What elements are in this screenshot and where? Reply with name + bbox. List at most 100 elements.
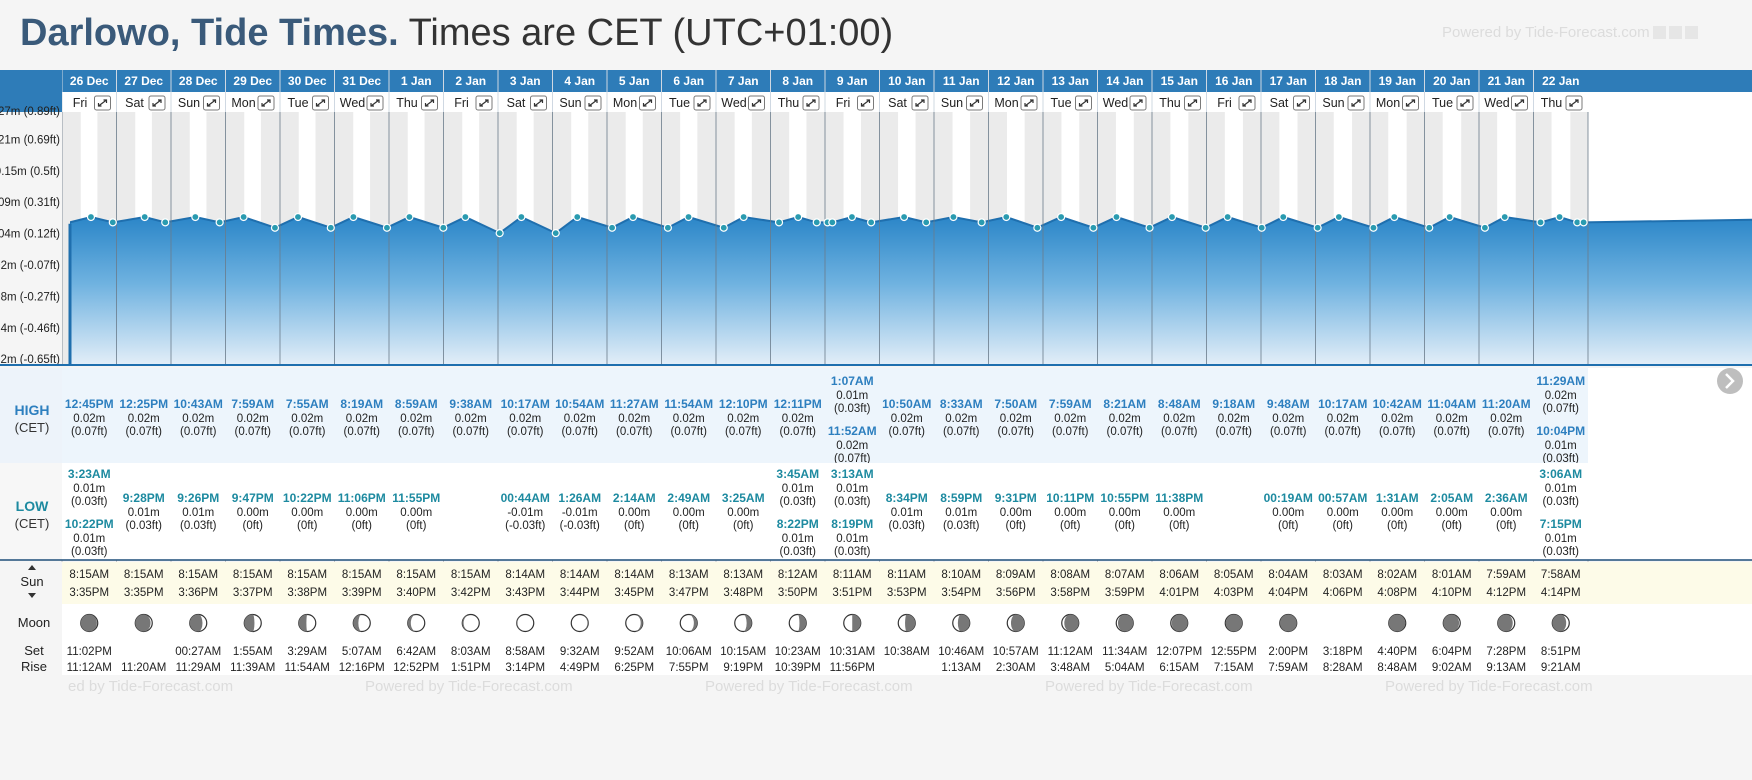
sunrise-time: 8:14AM (560, 569, 600, 581)
tide-point (1369, 223, 1378, 232)
moonset-time: 11:12AM (1048, 646, 1093, 658)
moon-shadow (1443, 614, 1460, 632)
watermark-logo (1668, 26, 1682, 39)
low-time: 10:11PM (1046, 491, 1094, 505)
high-cell (280, 368, 335, 463)
sunset-time: 3:38PM (287, 587, 327, 599)
high-cell (498, 368, 553, 463)
high-height-m: 0.02m (836, 440, 868, 452)
moonset-time: 10:46AM (938, 646, 984, 658)
high-height-ft: (0.07ft) (1216, 426, 1253, 438)
date-label: 31 Dec (342, 74, 381, 88)
high-cell (1370, 368, 1425, 463)
date-label: 3 Jan (510, 74, 541, 88)
sun-row-bg (0, 562, 1752, 604)
moonrise-time: 7:15AM (1214, 662, 1254, 674)
low-height-m: 0.00m (1490, 507, 1522, 519)
tide-point (922, 218, 931, 227)
high-height-ft: (0.07ft) (398, 426, 435, 438)
sunrise-time: 8:15AM (396, 569, 436, 581)
high-time: 11:29AM (1536, 374, 1585, 388)
moonset-time: 8:51PM (1541, 646, 1581, 658)
high-height-m: 0.02m (1327, 413, 1359, 425)
high-cell (443, 368, 498, 463)
sunrise-time: 8:15AM (178, 569, 218, 581)
sunrise-time: 8:12AM (778, 569, 818, 581)
low-height-ft: (0ft) (1169, 520, 1190, 532)
expand-icon (969, 99, 980, 107)
low-height-m: 0.01m (782, 483, 814, 495)
high-cell (552, 368, 607, 463)
high-height-m: 0.02m (891, 413, 923, 425)
moon-shadow (298, 614, 308, 632)
high-cell (171, 368, 226, 463)
low-height-ft: (0.03ft) (1543, 496, 1580, 508)
high-time: 8:19AM (340, 397, 383, 411)
sunrise-time: 8:06AM (1159, 569, 1199, 581)
date-label: 29 Dec (233, 74, 272, 88)
date-label: 28 Dec (179, 74, 218, 88)
high-time: 11:20AM (1482, 397, 1531, 411)
weekday-label: Tue (669, 96, 690, 110)
date-label: 12 Jan (997, 74, 1034, 88)
tide-point (239, 212, 248, 222)
sun-row: Sun 8:15AM 3:35PM 8:15AM 3:35PM 8:15AM 3:36PM 8… (0, 562, 1752, 604)
high-height-m: 0.02m (618, 413, 650, 425)
high-height-ft: (0.07ft) (71, 426, 108, 438)
tide-point (86, 212, 96, 222)
tide-point (551, 229, 560, 238)
high-cell (770, 368, 825, 463)
low-height-ft: (0ft) (406, 520, 427, 532)
low-height-ft: (0ft) (1442, 520, 1463, 532)
date-label: 1 Jan (401, 74, 432, 88)
expand-icon (1351, 99, 1361, 107)
y-tick-label: 0.21m (0.69ft) (0, 134, 60, 146)
footer-watermark: Powered by Tide-Forecast.com (1045, 678, 1253, 695)
sunset-time: 3:35PM (124, 587, 164, 599)
low-height-m: 0.00m (400, 507, 432, 519)
tide-point (1089, 223, 1098, 232)
high-time: 8:33AM (940, 397, 983, 411)
expand-icon (97, 99, 108, 107)
sunrise-time: 8:09AM (996, 569, 1036, 581)
high-height-ft: (0.07ft) (562, 426, 599, 438)
low-time: 10:55PM (1100, 491, 1149, 505)
high-height-m: 0.02m (782, 413, 814, 425)
sunset-time: 4:03PM (1214, 587, 1254, 599)
date-label: 8 Jan (782, 74, 813, 88)
sunset-arrow-icon (28, 593, 36, 598)
high-height-ft: (0.07ft) (725, 426, 762, 438)
moonrise-time: 7:59AM (1268, 662, 1308, 674)
y-tick-label: 0.04m (0.12ft) (0, 229, 60, 241)
low-height-ft: (0.03ft) (180, 520, 217, 532)
low-time: 8:59PM (940, 491, 982, 505)
high-cell (1206, 368, 1261, 463)
moonset-time: 3:29AM (287, 646, 327, 658)
sunset-time: 3:36PM (178, 587, 218, 599)
low-height-m: 0.00m (1272, 507, 1304, 519)
date-label: 26 Dec (70, 74, 109, 88)
high-cell (62, 368, 117, 463)
sunset-time: 3:58PM (1050, 587, 1090, 599)
moon-label-bg (0, 604, 62, 675)
tide-point (719, 223, 728, 232)
sunset-time: 4:08PM (1377, 587, 1417, 599)
sunrise-time: 8:13AM (669, 569, 709, 581)
tide-point (191, 212, 200, 222)
moon-shadow (1171, 614, 1188, 632)
high-height-ft: (0.07ft) (1161, 426, 1198, 438)
footer-watermark: ed by Tide-Forecast.com (68, 678, 233, 695)
high-cell (389, 368, 444, 463)
date-label: 16 Jan (1215, 74, 1252, 88)
scroll-right-button[interactable] (1717, 368, 1743, 394)
weekday-label: Tue (287, 96, 308, 110)
sunrise-time: 8:01AM (1432, 569, 1472, 581)
low-height-m: 0.01m (128, 507, 160, 519)
low-height-ft: (0.03ft) (71, 546, 108, 558)
moon-shadow (957, 614, 970, 632)
high-height-m: 0.02m (564, 413, 596, 425)
high-cell (988, 368, 1043, 463)
high-time: 12:45PM (65, 397, 114, 411)
low-height-m: 0.00m (237, 507, 269, 519)
